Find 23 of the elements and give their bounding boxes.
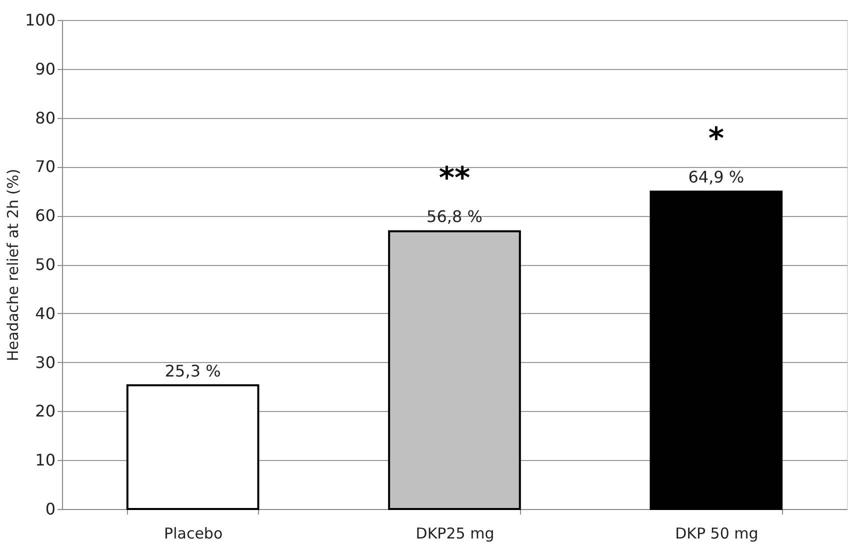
annotation: ** xyxy=(438,161,470,196)
annotation: * xyxy=(708,122,724,157)
x-tick-label: DKP 50 mg xyxy=(675,524,758,542)
bar xyxy=(388,230,521,510)
y-tick-label: 100 xyxy=(24,10,56,30)
y-tick-label: 70 xyxy=(35,157,56,176)
y-tick-label: 40 xyxy=(35,304,56,323)
y-tick-label: 60 xyxy=(35,206,56,226)
y-tick-label: 50 xyxy=(35,255,56,274)
y-tick-label: 90 xyxy=(35,59,56,78)
y-tick-label: 80 xyxy=(35,108,56,128)
data-label: 25,3 % xyxy=(164,361,221,380)
y-tick-label: 0 xyxy=(45,500,56,518)
bar xyxy=(126,384,260,510)
data-label: 56,8 % xyxy=(426,207,482,226)
y-tick-label: 20 xyxy=(35,402,56,421)
x-tick-label: DKP25 mg xyxy=(416,524,494,542)
y-tick-label: 30 xyxy=(35,352,56,372)
y-axis-title: Headache relief at 2h (%) xyxy=(4,168,22,362)
y-tick-label: 10 xyxy=(35,450,56,470)
x-tick-label: Placebo xyxy=(164,524,223,542)
bar xyxy=(650,190,783,510)
data-label: 64,9 % xyxy=(688,168,744,187)
